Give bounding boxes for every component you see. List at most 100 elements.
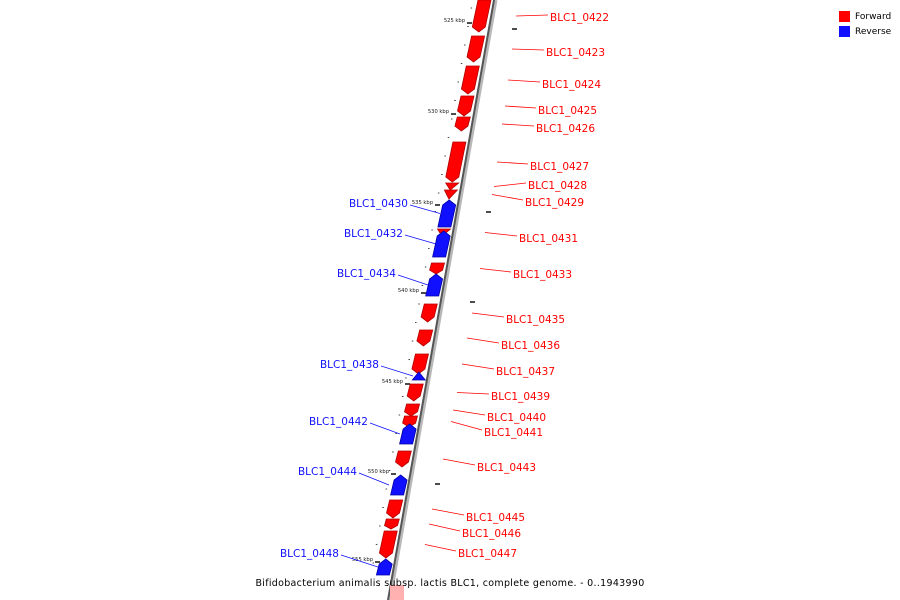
leader-line: [496, 161, 529, 165]
gene-label-blc1-0436: BLC1_0436: [501, 340, 560, 352]
backbone-line: [387, 0, 495, 600]
leader-line: [466, 337, 500, 344]
leader-line: [450, 421, 483, 431]
genome-backbone: [387, 0, 498, 600]
leader-line: [493, 182, 527, 187]
gene-label-blc1-0448: BLC1_0448: [280, 548, 339, 560]
legend-reverse-label: Reverse: [855, 26, 892, 37]
gene-label-blc1-0446: BLC1_0446: [462, 528, 521, 540]
backbone-shadow: [387, 0, 498, 600]
leader-line: [484, 232, 518, 237]
leader-line: [442, 458, 476, 466]
gene-label-blc1-0429: BLC1_0429: [525, 197, 584, 209]
leader-line: [515, 14, 549, 17]
leader-line: [479, 268, 512, 273]
gene-arrow-blc1-0430: [437, 199, 457, 228]
leader-line: [428, 523, 461, 532]
gene-arrow-blc1-0446: [384, 518, 400, 530]
scale-label: 555 kbp: [352, 557, 374, 563]
leader-line: [507, 79, 541, 83]
leader-line: [369, 422, 401, 435]
scale-label: 535 kbp: [412, 200, 434, 206]
leader-line: [358, 472, 390, 486]
leader-line: [471, 312, 505, 318]
gene-arrow-blc1-0437: [411, 353, 430, 375]
gene-label-blc1-0433: BLC1_0433: [513, 269, 572, 281]
leader-line: [397, 274, 429, 286]
leader-line: [380, 365, 414, 377]
reverse-swatch: [839, 26, 850, 37]
gene-arrow-blc1-0432: [432, 230, 451, 258]
gene-arrow-blc1-0434: [425, 273, 444, 297]
gene-arrow-blc1-0441: [402, 415, 419, 428]
gene-arrow-blc1-0435: [420, 303, 438, 323]
leader-line: [340, 554, 379, 568]
gene-arrow-blc1-0422: [471, 0, 492, 33]
gene-label-blc1-0427: BLC1_0427: [530, 161, 589, 173]
scale-label: 545 kbp: [382, 379, 404, 385]
leader-line: [501, 123, 535, 127]
gene-label-blc1-0423: BLC1_0423: [546, 47, 605, 59]
gene-labels: BLC1_0422 BLC1_0423 BLC1_0424 BLC1_0425 BLC1…: [280, 12, 609, 560]
legend-forward-label: Forward: [855, 11, 892, 22]
gene-arrow-blc1-0439: [406, 383, 424, 402]
gene-arrow-blc1-0443: [395, 450, 412, 468]
legend-forward: Forward: [839, 9, 899, 24]
gene-arrow-blc1-0447: [378, 530, 398, 559]
label-leader-lines: [340, 14, 549, 568]
gene-label-blc1-0444: BLC1_0444: [298, 466, 357, 478]
gene-arrow-blc1-0448: [375, 558, 393, 576]
gene-label-blc1-0434: BLC1_0434: [337, 268, 396, 280]
leader-line: [431, 508, 465, 516]
gene-label-blc1-0432: BLC1_0432: [344, 228, 403, 240]
gene-arrow-blc1-0424: [460, 65, 480, 95]
gene-label-blc1-0424: BLC1_0424: [542, 79, 601, 91]
leader-line: [424, 544, 457, 552]
gene-label-blc1-0425: BLC1_0425: [538, 105, 597, 117]
gene-label-blc1-0435: BLC1_0435: [506, 314, 565, 326]
leader-line: [504, 105, 537, 109]
gene-arrow-blc1-0426: [454, 116, 471, 132]
gene-arrow-blc1-0429: [443, 189, 459, 200]
leader-line: [511, 48, 545, 51]
legend-reverse: Reverse: [839, 24, 899, 39]
leader-line: [409, 204, 441, 214]
forward-swatch: [839, 11, 850, 22]
gene-label-blc1-0442: BLC1_0442: [309, 416, 368, 428]
leader-line: [456, 392, 490, 395]
gene-label-blc1-0440: BLC1_0440: [487, 412, 546, 424]
leader-line: [404, 234, 437, 245]
strand-legend: Forward Reverse: [839, 9, 899, 39]
gene-arrow-blc1-0445: [386, 499, 404, 519]
leader-line: [461, 363, 495, 370]
gene-label-blc1-0447: BLC1_0447: [458, 548, 517, 560]
gene-arrows: [375, 0, 492, 600]
partial-gene: [390, 585, 404, 600]
gene-label-blc1-0439: BLC1_0439: [491, 391, 550, 403]
gene-arrow-blc1-0444: [390, 474, 408, 496]
scale-label: 540 kbp: [398, 288, 420, 294]
gene-arrow-blc1-0427: [445, 141, 467, 183]
gene-arrow-blc1-0440: [404, 403, 421, 417]
gene-label-blc1-0430: BLC1_0430: [349, 198, 408, 210]
gene-arrow-blc1-0433: [429, 262, 446, 275]
gene-arrow-blc1-0425: [457, 95, 475, 117]
leader-line: [491, 194, 524, 201]
scale-label: 530 kbp: [428, 109, 450, 115]
scale-ticks: 525 kbp 530 kbp 535 kbp 540 kbp 545 kbp 550 k…: [352, 7, 517, 564]
gene-arrow-blc1-0423: [466, 35, 486, 63]
gene-label-blc1-0431: BLC1_0431: [519, 233, 578, 245]
scale-label: 550 kbp: [368, 469, 390, 475]
gene-label-blc1-0445: BLC1_0445: [466, 512, 525, 524]
gene-label-blc1-0438: BLC1_0438: [320, 359, 379, 371]
leader-line: [452, 409, 486, 416]
scale-label: 525 kbp: [444, 18, 466, 24]
gene-arrow-blc1-0436: [416, 329, 434, 347]
gene-label-blc1-0422: BLC1_0422: [550, 12, 609, 24]
gene-label-blc1-0437: BLC1_0437: [496, 366, 555, 378]
gene-label-blc1-0443: BLC1_0443: [477, 462, 536, 474]
gene-label-blc1-0441: BLC1_0441: [484, 427, 543, 439]
gene-label-blc1-0428: BLC1_0428: [528, 180, 587, 192]
gene-arrow-blc1-0438: [411, 371, 427, 381]
